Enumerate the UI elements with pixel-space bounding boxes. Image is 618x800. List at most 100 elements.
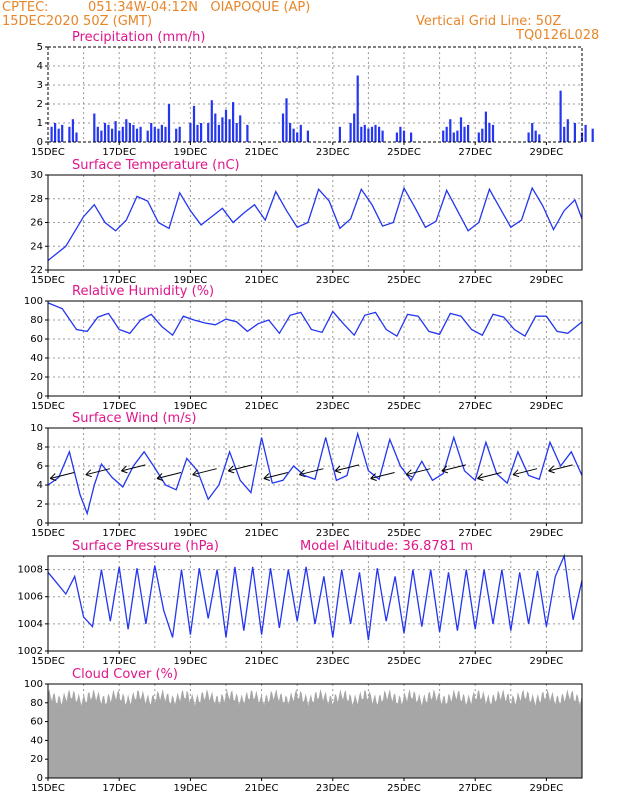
precip-bar	[221, 117, 224, 142]
precip-bar	[527, 132, 530, 142]
x-tick-label: 25DEC	[387, 528, 421, 539]
x-tick-label: 19DEC	[174, 147, 208, 158]
precip-bar	[246, 124, 249, 142]
y-tick-label: 5	[37, 42, 43, 53]
panel-annotation: Model Altitude: 36.8781 m	[300, 539, 473, 554]
wind-arrow-head	[512, 469, 520, 478]
precip-bar	[534, 130, 537, 142]
precip-bar	[484, 111, 487, 142]
wind-arrow	[156, 472, 182, 479]
series-line	[47, 431, 583, 516]
precip-bar	[93, 113, 96, 142]
precip-bar	[96, 126, 99, 142]
y-tick-label: 6	[37, 461, 43, 472]
precip-bar	[157, 128, 160, 142]
precip-bar	[538, 134, 541, 142]
precip-bar	[591, 128, 594, 142]
y-tick-label: 20	[30, 754, 43, 765]
x-tick-label: 21DEC	[245, 147, 279, 158]
x-tick-label: 15DEC	[31, 401, 65, 412]
precip-bar	[356, 75, 359, 142]
wind-arrow-head	[477, 473, 484, 481]
y-tick-label: 40	[30, 735, 43, 746]
x-tick-label: 25DEC	[387, 401, 421, 412]
wind-arrow-head	[548, 465, 555, 474]
precip-bar	[580, 132, 584, 142]
precip-bar	[68, 126, 71, 142]
precip-bar	[175, 128, 178, 142]
series-line	[47, 186, 583, 262]
precip-bar	[584, 124, 587, 142]
precip-bar	[452, 132, 455, 142]
precip-bar	[75, 132, 78, 142]
x-tick-label: 17DEC	[102, 656, 136, 667]
precip-bar	[449, 119, 452, 142]
panel-frame	[47, 555, 583, 652]
x-tick-label: 15DEC	[31, 783, 65, 794]
x-tick-label: 23DEC	[316, 656, 350, 667]
x-tick-label: 27DEC	[458, 783, 492, 794]
precip-bar	[232, 102, 235, 142]
y-tick-label: 28	[30, 194, 43, 205]
series-line	[47, 553, 583, 641]
precip-bar	[125, 119, 128, 142]
x-tick-label: 29DEC	[530, 275, 564, 286]
x-tick-label: 17DEC	[102, 401, 136, 412]
y-tick-label: 24	[30, 241, 43, 252]
precip-bar	[573, 123, 576, 142]
precip-bar	[281, 113, 285, 142]
precip-bar	[196, 124, 199, 142]
precip-bar	[100, 130, 103, 142]
panel-title: Surface Pressure (hPa)	[72, 539, 219, 554]
wind-arrow	[85, 468, 110, 476]
y-tick-label: 26	[30, 218, 43, 229]
wind-arrow-head	[227, 465, 235, 474]
header-run: 15DEC2020 50Z (GMT)	[2, 14, 153, 29]
precip-bar	[114, 121, 117, 142]
precip-bar	[61, 124, 64, 142]
x-tick-label: 21DEC	[245, 528, 279, 539]
y-tick-label: 80	[30, 315, 43, 326]
y-tick-label: 3	[37, 80, 43, 91]
x-tick-label: 29DEC	[530, 783, 564, 794]
precip-bar	[459, 117, 463, 142]
precip-bar	[139, 126, 142, 142]
wind-arrow-head	[370, 473, 377, 481]
panel-title: Surface Wind (m/s)	[72, 411, 196, 426]
wind-arrow	[299, 468, 324, 476]
precip-bar	[107, 124, 110, 142]
x-tick-label: 25DEC	[387, 147, 421, 158]
x-tick-label: 25DEC	[387, 275, 421, 286]
series-line	[47, 302, 583, 338]
x-tick-label: 19DEC	[174, 656, 208, 667]
x-tick-label: 27DEC	[458, 401, 492, 412]
precip-bar	[153, 126, 156, 142]
precip-bar	[228, 119, 231, 142]
x-tick-label: 19DEC	[174, 401, 208, 412]
wind-arrow	[512, 468, 538, 476]
precip-bar	[214, 113, 217, 142]
panel-frame	[47, 427, 583, 524]
precip-bar	[467, 124, 470, 142]
precip-bar	[235, 123, 238, 142]
precip-bar	[200, 123, 203, 142]
precip-bar	[164, 126, 167, 142]
x-tick-label: 29DEC	[530, 656, 564, 667]
wind-arrow	[441, 464, 466, 472]
x-tick-label: 15DEC	[31, 656, 65, 667]
x-tick-label: 19DEC	[174, 528, 208, 539]
x-tick-label: 21DEC	[245, 656, 279, 667]
header-location: 051:34W-04:12N OIAPOQUE (AP)	[88, 0, 311, 15]
x-tick-label: 23DEC	[316, 783, 350, 794]
panel-title: Cloud Cover (%)	[72, 667, 178, 682]
precip-bar	[353, 113, 356, 142]
x-tick-label: 17DEC	[102, 528, 136, 539]
y-tick-label: 1008	[18, 565, 43, 576]
y-tick-label: 1006	[18, 592, 43, 603]
y-tick-label: 1	[37, 118, 43, 129]
x-tick-label: 15DEC	[31, 275, 65, 286]
precip-bar	[178, 126, 181, 142]
y-tick-label: 0	[37, 518, 43, 529]
y-tick-label: 40	[30, 353, 43, 364]
x-tick-label: 21DEC	[245, 783, 279, 794]
